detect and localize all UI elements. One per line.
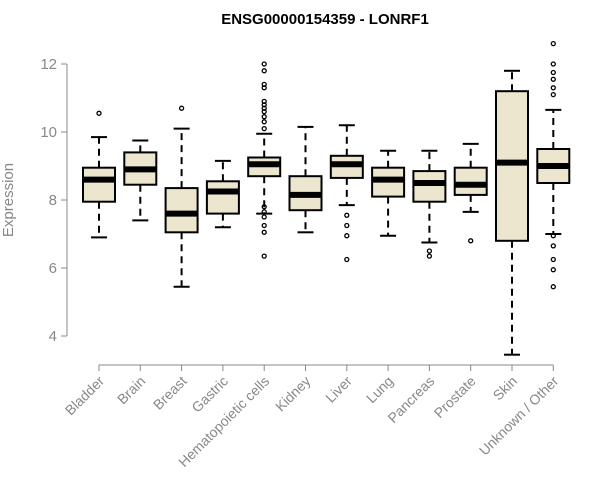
y-tick-label: 4 <box>49 328 57 345</box>
boxes-layer <box>82 40 571 356</box>
box-9 <box>412 149 447 259</box>
outlier-point <box>550 76 556 82</box>
outlier-point <box>550 61 556 67</box>
box-iqr <box>205 180 240 215</box>
outlier-point <box>261 68 267 74</box>
box-iqr <box>453 166 488 196</box>
x-tick-label: Skin <box>490 373 521 404</box>
outlier-point <box>426 248 433 254</box>
box-10 <box>453 142 488 244</box>
outlier-point <box>261 253 267 259</box>
y-tick-label: 10 <box>40 124 57 141</box>
box-8 <box>371 149 406 237</box>
box-4 <box>205 159 240 229</box>
outlier-point <box>96 110 102 116</box>
x-tick-label: Prostate <box>431 373 479 421</box>
x-tick-label: Liver <box>322 373 355 406</box>
x-tick-label: Lung <box>363 373 396 406</box>
outlier-point <box>468 238 474 244</box>
outlier-point <box>261 214 267 220</box>
x-tick-label: Breast <box>150 373 190 413</box>
x-tick-label: Brain <box>114 373 148 407</box>
outlier-point <box>550 267 556 273</box>
outlier-point <box>426 253 433 259</box>
box-6 <box>288 125 323 234</box>
outlier-point <box>550 256 556 263</box>
outlier-point <box>178 105 185 111</box>
x-tick-label: Kidney <box>272 373 314 415</box>
outlier-point <box>261 204 267 210</box>
y-tick-label: 8 <box>49 192 57 209</box>
outlier-point <box>550 69 556 76</box>
box-3 <box>164 105 199 288</box>
outlier-point <box>550 40 556 47</box>
outlier-point <box>550 91 556 98</box>
outlier-point <box>344 233 350 239</box>
outlier-point <box>344 222 350 229</box>
outlier-point <box>344 212 350 218</box>
outlier-point <box>261 98 267 105</box>
y-tick-label: 12 <box>40 56 57 73</box>
x-tick-label: Bladder <box>62 373 108 419</box>
box-iqr <box>412 170 447 203</box>
chart-title: ENSG00000154359 - LONRF1 <box>221 11 429 28</box>
box-2 <box>123 139 158 222</box>
box-11 <box>495 69 529 356</box>
y-tick-label: 6 <box>49 260 57 277</box>
outlier-point <box>261 119 267 125</box>
outlier-point <box>261 81 267 88</box>
box-12 <box>536 40 571 290</box>
box-5 <box>247 61 282 259</box>
box-iqr <box>164 187 199 234</box>
outlier-point <box>550 85 556 91</box>
outlier-point <box>550 243 556 249</box>
outlier-point <box>550 233 556 239</box>
outlier-point <box>261 61 267 67</box>
box-iqr <box>495 90 529 242</box>
y-axis-label: Expression <box>0 163 17 237</box>
y-axis: 4 6 8 10 12 <box>40 56 68 345</box>
outlier-point <box>550 284 556 290</box>
outlier-point <box>261 114 267 120</box>
box-1 <box>82 110 116 239</box>
outlier-point <box>261 125 267 132</box>
outlier-point <box>261 229 267 235</box>
outlier-point <box>261 222 267 229</box>
outlier-point <box>261 209 267 215</box>
box-iqr <box>82 166 116 203</box>
box-7 <box>329 124 364 263</box>
outlier-point <box>344 256 350 263</box>
